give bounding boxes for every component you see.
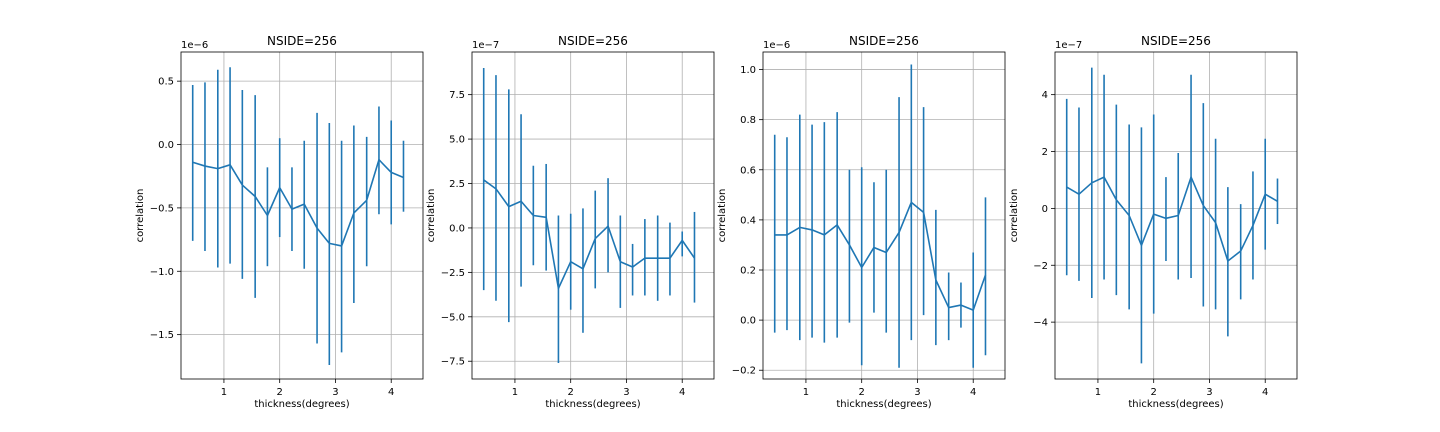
y-tick-label: −2.5 <box>441 268 465 279</box>
subplot-title: NSIDE=256 <box>267 34 337 48</box>
series-line <box>192 158 404 247</box>
y-tick-label: −1.5 <box>150 330 174 341</box>
x-tick-label: 2 <box>568 387 574 398</box>
subplot-title: NSIDE=256 <box>558 34 628 48</box>
y-tick-label: −0.2 <box>732 366 756 377</box>
y-tick-label: 5.0 <box>449 135 465 146</box>
axis-scale-label: 1e−7 <box>472 40 499 51</box>
y-tick-label: 2 <box>1042 147 1048 158</box>
y-tick-label: 0.0 <box>449 223 465 234</box>
y-tick-label: −2 <box>1033 261 1048 272</box>
y-tick-label: −7.5 <box>441 357 465 368</box>
x-tick-label: 1 <box>221 387 227 398</box>
x-tick-label: 3 <box>332 387 338 398</box>
axes-frame <box>1054 51 1298 380</box>
y-tick-label: 0.2 <box>740 266 756 277</box>
subplot-3: 1 2 3 4 −0.2 0.0 0.2 0.4 0.6 0.8 1.0 1e−6 NSIDE=256 t… <box>717 34 1006 410</box>
y-tick-label: 0.5 <box>158 77 174 88</box>
x-axis-label: thickness(degrees) <box>254 399 349 410</box>
y-tick-label: 0.6 <box>740 165 756 176</box>
y-tick-label: 0.4 <box>740 215 756 226</box>
y-tick-label: 0.0 <box>740 316 756 327</box>
y-tick-label: −0.5 <box>150 203 174 214</box>
subplot-title: NSIDE=256 <box>1141 34 1211 48</box>
subplot-1: 1 2 3 4 −1.5 −1.0 −0.5 0.0 0.5 1e−6 NSIDE=256 thick… <box>135 34 424 410</box>
y-tick-label: 0.0 <box>158 140 174 151</box>
series-line <box>483 179 696 290</box>
x-tick-label: 1 <box>512 387 518 398</box>
subplot-title: NSIDE=256 <box>849 34 919 48</box>
x-tick-label: 1 <box>803 387 809 398</box>
y-axis-label: correlation <box>717 189 728 243</box>
series-line <box>774 201 987 311</box>
x-tick-label: 4 <box>388 387 394 398</box>
y-axis-label: correlation <box>1009 189 1020 243</box>
x-axis-label: thickness(degrees) <box>1128 399 1223 410</box>
x-tick-label: 1 <box>1095 387 1101 398</box>
x-tick-label: 3 <box>1206 387 1212 398</box>
series-line <box>1066 176 1278 262</box>
y-axis-label: correlation <box>426 189 437 243</box>
axes-frame <box>471 51 715 380</box>
axis-scale-label: 1e−7 <box>1055 40 1082 51</box>
x-tick-label: 3 <box>914 387 920 398</box>
x-tick-label: 4 <box>1262 387 1268 398</box>
subplot-2: 1 2 3 4 −7.5 −5.0 −2.5 0.0 2.5 5.0 7.5 1e−7 NSIDE=25… <box>426 34 715 410</box>
y-tick-label: 4 <box>1042 90 1048 101</box>
y-tick-label: 0 <box>1042 204 1048 215</box>
y-tick-label: 7.5 <box>449 90 465 101</box>
x-tick-label: 2 <box>1151 387 1157 398</box>
y-tick-label: −1.0 <box>150 267 174 278</box>
x-tick-label: 2 <box>277 387 283 398</box>
y-tick-label: 0.8 <box>740 115 756 126</box>
subplot-4: 1 2 3 4 −4 −2 0 2 4 1e−7 NSIDE=256 thickness(degree… <box>1009 34 1298 410</box>
axis-scale-label: 1e−6 <box>181 40 208 51</box>
axes-frame <box>762 51 1006 380</box>
y-tick-label: −5.0 <box>441 312 465 323</box>
y-tick-label: −4 <box>1033 318 1048 329</box>
y-tick-label: 2.5 <box>449 179 465 190</box>
axes-frame <box>180 51 424 380</box>
axis-scale-label: 1e−6 <box>763 40 790 51</box>
x-axis-label: thickness(degrees) <box>836 399 931 410</box>
y-tick-label: 1.0 <box>740 65 756 76</box>
x-tick-label: 3 <box>623 387 629 398</box>
x-tick-label: 4 <box>679 387 685 398</box>
x-tick-label: 4 <box>970 387 976 398</box>
y-axis-label: correlation <box>135 189 146 243</box>
x-axis-label: thickness(degrees) <box>545 399 640 410</box>
x-tick-label: 2 <box>859 387 865 398</box>
